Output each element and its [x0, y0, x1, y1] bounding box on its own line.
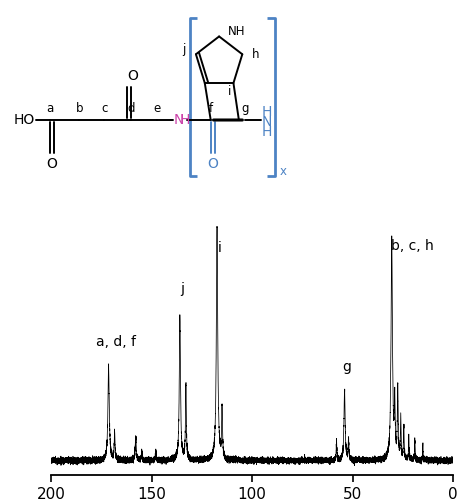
Text: H: H	[262, 105, 272, 119]
Text: N: N	[262, 115, 272, 129]
Text: i: i	[218, 242, 222, 256]
Text: O: O	[46, 156, 57, 170]
Text: a: a	[46, 102, 53, 115]
Text: b: b	[75, 102, 83, 115]
Text: O: O	[127, 70, 138, 84]
Text: j: j	[182, 44, 185, 57]
Text: b, c, h: b, c, h	[391, 239, 434, 253]
Text: c: c	[101, 102, 107, 115]
Text: e: e	[153, 102, 161, 115]
Text: a, d, f: a, d, f	[96, 336, 135, 349]
Text: x: x	[280, 164, 287, 177]
Text: h: h	[252, 48, 259, 61]
Text: N: N	[174, 113, 184, 127]
Text: d: d	[127, 102, 134, 115]
Text: H: H	[180, 113, 191, 127]
Text: j: j	[180, 282, 184, 296]
Text: O: O	[207, 156, 218, 170]
Text: f: f	[209, 102, 213, 115]
Text: HO: HO	[14, 113, 35, 127]
Text: i: i	[227, 84, 231, 98]
Text: g: g	[241, 102, 249, 115]
Text: g: g	[342, 360, 351, 374]
Text: H: H	[262, 126, 272, 140]
Text: NH: NH	[228, 24, 246, 38]
